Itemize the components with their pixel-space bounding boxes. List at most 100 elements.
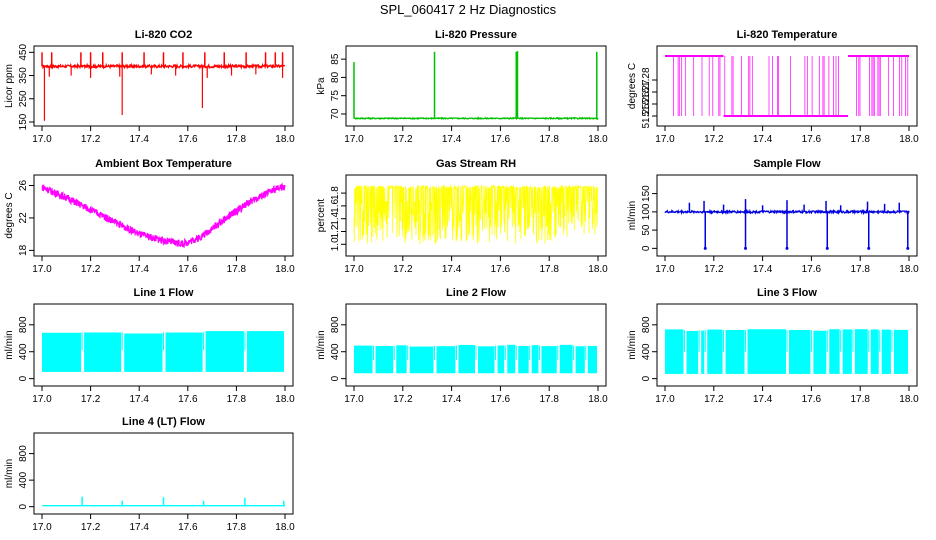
- x-tick-label: 17.0: [344, 394, 364, 405]
- series-block: [436, 346, 456, 374]
- panel-5: Sample Flow 17.0 17.2 17.4 17.6 17.8 18.0 0 50 10…: [627, 158, 919, 275]
- y-tick-label: 0: [641, 375, 652, 381]
- series-block: [854, 329, 868, 374]
- x-tick-label: 18.0: [899, 264, 919, 275]
- y-axis-label: ml/min: [4, 459, 15, 488]
- x-tick-label: 17.4: [753, 264, 773, 275]
- x-tick-label: 17.0: [655, 394, 675, 405]
- plot-frame: [656, 45, 918, 127]
- y-tick-label: 400: [18, 343, 29, 360]
- panel-title: Li-820 CO2: [135, 29, 192, 41]
- series-block: [518, 346, 529, 374]
- x-tick-label: 17.2: [81, 134, 101, 145]
- x-tick-label: 17.4: [753, 134, 773, 145]
- plot-frame: [345, 174, 607, 257]
- series-block: [396, 345, 407, 374]
- y-tick-label: 800: [18, 445, 29, 462]
- x-tick-label: 17.2: [81, 394, 101, 405]
- series-band: [673, 56, 721, 116]
- x-tick-label: 18.0: [899, 134, 919, 145]
- x-tick-label: 17.6: [178, 522, 198, 533]
- series-block: [587, 345, 597, 374]
- x-tick-label: 17.2: [81, 264, 101, 275]
- x-tick-label: 17.8: [539, 264, 559, 275]
- series-line: [353, 184, 599, 245]
- y-tick-label: 1.8: [330, 186, 341, 200]
- series-group: [353, 184, 599, 245]
- y-axis-label: ml/min: [627, 201, 638, 230]
- y-tick-label: 18: [18, 244, 29, 256]
- y-axis-label: ml/min: [316, 330, 327, 359]
- y-tick-label: 51.26: [641, 91, 652, 116]
- y-tick-label: 250: [18, 90, 29, 107]
- x-tick-label: 18.0: [275, 264, 295, 275]
- series-block: [497, 345, 505, 374]
- y-tick-label: 400: [18, 471, 29, 488]
- panel-title: Line 1 Flow: [134, 287, 194, 299]
- series-group: [664, 199, 910, 250]
- x-tick-label: 17.4: [129, 394, 149, 405]
- series-block: [881, 329, 891, 374]
- x-tick-label: 17.0: [32, 264, 52, 275]
- y-tick-label: 350: [18, 67, 29, 84]
- x-tick-label: 17.8: [850, 264, 870, 275]
- panel-title: Li-820 Pressure: [435, 29, 517, 41]
- y-axis-label: ml/min: [4, 330, 15, 359]
- y-axis-label: degrees C: [4, 192, 15, 238]
- y-tick-label: 400: [641, 343, 652, 360]
- x-tick-label: 17.2: [393, 134, 413, 145]
- x-tick-label: 17.0: [655, 264, 675, 275]
- x-tick-label: 17.6: [178, 134, 198, 145]
- y-tick-label: 1.4: [330, 211, 341, 225]
- dip-point: [744, 246, 748, 250]
- y-tick-label: 51.27: [641, 79, 652, 104]
- x-tick-label: 17.0: [344, 134, 364, 145]
- x-tick-label: 17.4: [442, 394, 462, 405]
- y-tick-label: 800: [18, 316, 29, 333]
- panel-4: Gas Stream RH 17.0 17.2 17.4 17.6 17.8 18.0 1.0…: [316, 158, 608, 275]
- panel-1: Li-820 Pressure 17.0 17.2 17.4 17.6 17.8 18.0 7…: [316, 29, 608, 145]
- panel-title: Line 4 (LT) Flow: [122, 416, 205, 428]
- x-tick-label: 17.6: [802, 394, 822, 405]
- x-tick-label: 17.6: [178, 264, 198, 275]
- x-tick-label: 17.6: [178, 394, 198, 405]
- x-tick-label: 18.0: [588, 394, 608, 405]
- panel-9: Line 4 (LT) Flow 17.0 17.2 17.4 17.6 17.8 18.0…: [4, 416, 295, 533]
- x-tick-label: 17.8: [539, 394, 559, 405]
- series-block: [870, 329, 879, 374]
- x-tick-label: 17.8: [227, 394, 247, 405]
- series-line: [353, 116, 599, 121]
- x-tick-label: 18.0: [899, 394, 919, 405]
- series-block: [789, 329, 811, 374]
- panel-0: Li-820 CO2 17.0 17.2 17.4 17.6 17.8 18.0 150 250…: [4, 29, 295, 145]
- y-tick-label: 400: [330, 343, 341, 360]
- x-tick-label: 17.2: [704, 134, 724, 145]
- series-block: [246, 331, 284, 372]
- panel-6: Line 1 Flow 17.0 17.2 17.4 17.6 17.8 18.0 0 400 8…: [4, 287, 295, 405]
- series-block: [701, 330, 705, 374]
- y-tick-label: 1.6: [330, 199, 341, 213]
- x-tick-label: 17.4: [442, 264, 462, 275]
- y-tick-label: 22: [18, 212, 29, 224]
- y-tick-label: 800: [641, 316, 652, 333]
- series-group: [41, 52, 286, 121]
- series-block: [531, 345, 539, 374]
- series-block: [354, 345, 373, 374]
- panel-title: Sample Flow: [753, 158, 821, 170]
- series-block: [165, 332, 203, 372]
- panel-3: Ambient Box Temperature 17.0 17.2 17.4 17.6 1…: [4, 158, 295, 275]
- series-group: [42, 331, 284, 372]
- panel-title: Ambient Box Temperature: [95, 158, 232, 170]
- x-tick-label: 17.0: [655, 134, 675, 145]
- y-axis-label: Licor ppm: [4, 64, 15, 108]
- x-tick-label: 18.0: [275, 394, 295, 405]
- y-tick-label: 75: [330, 90, 341, 102]
- x-tick-label: 17.8: [227, 522, 247, 533]
- plot-frame: [345, 303, 607, 387]
- x-tick-label: 17.6: [491, 394, 511, 405]
- y-tick-label: 150: [641, 185, 652, 202]
- y-tick-label: 800: [330, 316, 341, 333]
- panel-8: Line 3 Flow 17.0 17.2 17.4 17.6 17.8 18.0 0 400 8…: [627, 287, 919, 405]
- series-band: [724, 56, 839, 116]
